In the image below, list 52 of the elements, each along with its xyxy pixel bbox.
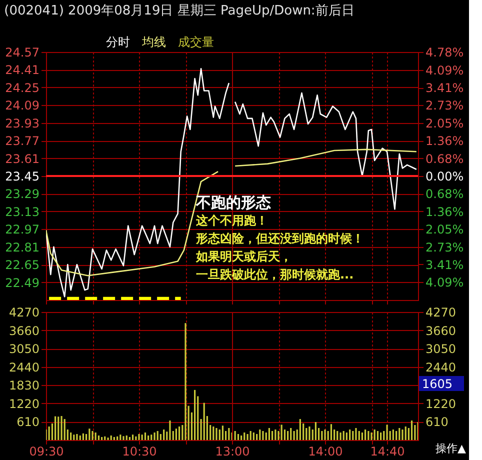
text: 4.78%	[426, 46, 464, 60]
y-tick-label: 24.25	[5, 80, 40, 95]
y-tick-label: 4270	[8, 306, 40, 320]
text: 1.36%	[426, 204, 464, 219]
y-tick-label: 24.57	[5, 46, 40, 60]
text: 4.09%	[426, 276, 464, 290]
y-tick-label: 3050	[8, 342, 40, 356]
text: 4.09%	[426, 63, 464, 78]
chart-title: (002041) 2009年08月19日 星期三 PageUp/Down:前后日	[4, 4, 354, 18]
text: 0.68%	[426, 187, 464, 202]
text: 2.05%	[426, 222, 464, 237]
y-tick-label: 24.09	[5, 98, 40, 113]
y-tick-label: 23.45	[5, 170, 40, 184]
y-tick-label: 22.65	[5, 258, 40, 272]
y-tick-label: 23.13	[5, 204, 40, 219]
y-tick-label: 22.81	[5, 240, 40, 254]
y2-tick-label: 2440	[426, 360, 456, 374]
text: 1.36%	[426, 134, 464, 148]
text: 成交量	[178, 35, 214, 49]
text: 3.41%	[426, 81, 464, 96]
text: 3.41%	[426, 258, 464, 272]
y-tick-label: 610	[16, 415, 40, 430]
y-tick-label: 3660	[8, 324, 40, 338]
y2-tick-label: 3660	[426, 324, 456, 338]
text: 均线	[141, 35, 166, 49]
y2-tick-label: 3050	[426, 342, 456, 356]
text: 分时	[106, 35, 130, 49]
y-tick-label: 1830	[8, 378, 40, 393]
y-tick-label: 24.41	[5, 63, 40, 78]
x-tick-label: 10:30	[122, 444, 157, 458]
text: 0.00%	[426, 170, 464, 184]
y-tick-label: 23.77	[5, 134, 40, 148]
x-tick-label: 13:00	[215, 444, 250, 458]
y2-tick-label: 610	[426, 415, 448, 430]
text: 2.73%	[426, 240, 464, 254]
y-tick-label: 2440	[8, 360, 40, 374]
text: 操作▲	[436, 442, 467, 455]
y2-tick-label: 4270	[426, 306, 456, 320]
text: 2.05%	[426, 116, 464, 130]
text: 0.68%	[426, 152, 464, 166]
text: 1605	[422, 377, 453, 391]
x-tick-label: 09:30	[29, 444, 64, 458]
y-tick-label: 23.29	[5, 187, 40, 202]
x-tick-label: 14:00	[308, 444, 343, 458]
y-tick-label: 23.61	[5, 152, 40, 166]
x-tick-label: 14:40	[370, 444, 405, 458]
text: 2.73%	[426, 98, 464, 113]
y2-tick-label: 1220	[426, 396, 456, 411]
y-tick-label: 23.93	[5, 116, 40, 130]
y-tick-label: 22.49	[5, 276, 40, 290]
y-tick-label: 22.97	[5, 222, 40, 237]
y-tick-label: 1220	[8, 396, 40, 411]
